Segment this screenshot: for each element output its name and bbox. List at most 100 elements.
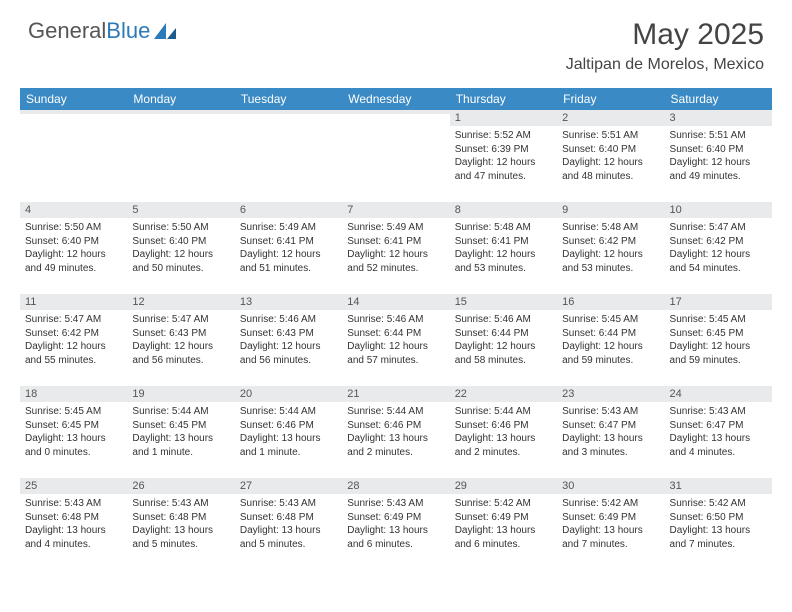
logo-text-general: General xyxy=(28,18,106,44)
day-number: 16 xyxy=(557,294,664,310)
sunrise-line: Sunrise: 5:47 AM xyxy=(670,221,767,235)
sunset-line: Sunset: 6:46 PM xyxy=(347,419,444,433)
daylight-line: Daylight: 13 hours and 5 minutes. xyxy=(240,524,337,551)
day-number: 13 xyxy=(235,294,342,310)
sunset-line: Sunset: 6:48 PM xyxy=(132,511,229,525)
day-number: 23 xyxy=(557,386,664,402)
day-details: Sunrise: 5:44 AMSunset: 6:46 PMDaylight:… xyxy=(342,402,449,464)
sunrise-line: Sunrise: 5:44 AM xyxy=(240,405,337,419)
day-number: 18 xyxy=(20,386,127,402)
daylight-line: Daylight: 12 hours and 55 minutes. xyxy=(25,340,122,367)
sunset-line: Sunset: 6:48 PM xyxy=(240,511,337,525)
daylight-line: Daylight: 13 hours and 5 minutes. xyxy=(132,524,229,551)
sunrise-line: Sunrise: 5:48 AM xyxy=(455,221,552,235)
daylight-line: Daylight: 13 hours and 1 minute. xyxy=(132,432,229,459)
calendar-cell: 28Sunrise: 5:43 AMSunset: 6:49 PMDayligh… xyxy=(342,478,449,570)
sunset-line: Sunset: 6:43 PM xyxy=(240,327,337,341)
day-number: 4 xyxy=(20,202,127,218)
sunset-line: Sunset: 6:41 PM xyxy=(240,235,337,249)
calendar-cell: 6Sunrise: 5:49 AMSunset: 6:41 PMDaylight… xyxy=(235,202,342,294)
sunset-line: Sunset: 6:45 PM xyxy=(132,419,229,433)
day-number: 1 xyxy=(450,110,557,126)
sunrise-line: Sunrise: 5:51 AM xyxy=(670,129,767,143)
day-header: Tuesday xyxy=(235,88,342,110)
logo: GeneralBlue xyxy=(28,18,178,44)
sunrise-line: Sunrise: 5:45 AM xyxy=(562,313,659,327)
sunset-line: Sunset: 6:46 PM xyxy=(455,419,552,433)
day-number: 20 xyxy=(235,386,342,402)
day-number: 8 xyxy=(450,202,557,218)
sunset-line: Sunset: 6:40 PM xyxy=(25,235,122,249)
sunrise-line: Sunrise: 5:43 AM xyxy=(347,497,444,511)
calendar-cell: 22Sunrise: 5:44 AMSunset: 6:46 PMDayligh… xyxy=(450,386,557,478)
daylight-line: Daylight: 12 hours and 53 minutes. xyxy=(562,248,659,275)
daylight-line: Daylight: 12 hours and 51 minutes. xyxy=(240,248,337,275)
sunrise-line: Sunrise: 5:50 AM xyxy=(25,221,122,235)
day-number: 21 xyxy=(342,386,449,402)
sunset-line: Sunset: 6:41 PM xyxy=(347,235,444,249)
day-details: Sunrise: 5:46 AMSunset: 6:44 PMDaylight:… xyxy=(450,310,557,372)
daylight-line: Daylight: 12 hours and 54 minutes. xyxy=(670,248,767,275)
day-number: 9 xyxy=(557,202,664,218)
sunset-line: Sunset: 6:43 PM xyxy=(132,327,229,341)
sunrise-line: Sunrise: 5:43 AM xyxy=(25,497,122,511)
calendar-cell: 27Sunrise: 5:43 AMSunset: 6:48 PMDayligh… xyxy=(235,478,342,570)
sunrise-line: Sunrise: 5:46 AM xyxy=(455,313,552,327)
daylight-line: Daylight: 13 hours and 7 minutes. xyxy=(670,524,767,551)
calendar-cell: 17Sunrise: 5:45 AMSunset: 6:45 PMDayligh… xyxy=(665,294,772,386)
day-details: Sunrise: 5:42 AMSunset: 6:49 PMDaylight:… xyxy=(450,494,557,556)
day-details: Sunrise: 5:46 AMSunset: 6:43 PMDaylight:… xyxy=(235,310,342,372)
daylight-line: Daylight: 13 hours and 2 minutes. xyxy=(455,432,552,459)
day-number: 28 xyxy=(342,478,449,494)
logo-sail-icon xyxy=(152,21,178,41)
day-number: 15 xyxy=(450,294,557,310)
day-details: Sunrise: 5:51 AMSunset: 6:40 PMDaylight:… xyxy=(665,126,772,188)
calendar-cell xyxy=(20,110,127,202)
day-details xyxy=(235,114,342,122)
day-details: Sunrise: 5:43 AMSunset: 6:48 PMDaylight:… xyxy=(235,494,342,556)
sunset-line: Sunset: 6:39 PM xyxy=(455,143,552,157)
calendar-cell xyxy=(235,110,342,202)
day-details: Sunrise: 5:43 AMSunset: 6:48 PMDaylight:… xyxy=(127,494,234,556)
daylight-line: Daylight: 12 hours and 59 minutes. xyxy=(562,340,659,367)
sunrise-line: Sunrise: 5:46 AM xyxy=(240,313,337,327)
sunrise-line: Sunrise: 5:52 AM xyxy=(455,129,552,143)
sunrise-line: Sunrise: 5:42 AM xyxy=(562,497,659,511)
day-details: Sunrise: 5:42 AMSunset: 6:49 PMDaylight:… xyxy=(557,494,664,556)
daylight-line: Daylight: 12 hours and 52 minutes. xyxy=(347,248,444,275)
day-number: 29 xyxy=(450,478,557,494)
location-label: Jaltipan de Morelos, Mexico xyxy=(566,56,764,74)
day-details: Sunrise: 5:43 AMSunset: 6:48 PMDaylight:… xyxy=(20,494,127,556)
day-header: Friday xyxy=(557,88,664,110)
day-details xyxy=(20,114,127,122)
day-number: 5 xyxy=(127,202,234,218)
day-details: Sunrise: 5:47 AMSunset: 6:42 PMDaylight:… xyxy=(665,218,772,280)
day-details: Sunrise: 5:52 AMSunset: 6:39 PMDaylight:… xyxy=(450,126,557,188)
calendar-cell: 16Sunrise: 5:45 AMSunset: 6:44 PMDayligh… xyxy=(557,294,664,386)
sunset-line: Sunset: 6:44 PM xyxy=(347,327,444,341)
day-number: 19 xyxy=(127,386,234,402)
day-details: Sunrise: 5:45 AMSunset: 6:45 PMDaylight:… xyxy=(665,310,772,372)
daylight-line: Daylight: 12 hours and 48 minutes. xyxy=(562,156,659,183)
day-number: 14 xyxy=(342,294,449,310)
daylight-line: Daylight: 12 hours and 49 minutes. xyxy=(25,248,122,275)
day-number: 12 xyxy=(127,294,234,310)
day-details: Sunrise: 5:46 AMSunset: 6:44 PMDaylight:… xyxy=(342,310,449,372)
day-number: 30 xyxy=(557,478,664,494)
calendar-table: Sunday Monday Tuesday Wednesday Thursday… xyxy=(20,88,772,570)
day-number: 10 xyxy=(665,202,772,218)
page-header: GeneralBlue May 2025 Jaltipan de Morelos… xyxy=(0,0,792,82)
daylight-line: Daylight: 13 hours and 0 minutes. xyxy=(25,432,122,459)
logo-text-blue: Blue xyxy=(106,18,150,44)
sunset-line: Sunset: 6:44 PM xyxy=(455,327,552,341)
sunrise-line: Sunrise: 5:43 AM xyxy=(240,497,337,511)
day-header: Wednesday xyxy=(342,88,449,110)
calendar-cell: 2Sunrise: 5:51 AMSunset: 6:40 PMDaylight… xyxy=(557,110,664,202)
day-number: 24 xyxy=(665,386,772,402)
daylight-line: Daylight: 12 hours and 58 minutes. xyxy=(455,340,552,367)
calendar-cell: 14Sunrise: 5:46 AMSunset: 6:44 PMDayligh… xyxy=(342,294,449,386)
sunset-line: Sunset: 6:47 PM xyxy=(670,419,767,433)
sunset-line: Sunset: 6:40 PM xyxy=(670,143,767,157)
calendar-cell: 11Sunrise: 5:47 AMSunset: 6:42 PMDayligh… xyxy=(20,294,127,386)
calendar-cell: 5Sunrise: 5:50 AMSunset: 6:40 PMDaylight… xyxy=(127,202,234,294)
